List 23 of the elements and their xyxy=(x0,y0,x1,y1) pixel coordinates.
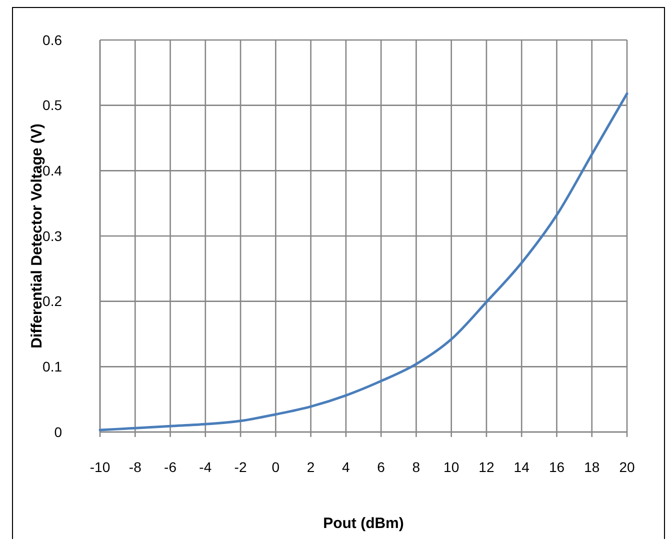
x-tick-label: 16 xyxy=(548,459,565,475)
x-tick-label: 18 xyxy=(584,459,600,475)
x-tick-label: 0 xyxy=(272,459,280,475)
x-tick-label: 8 xyxy=(412,459,420,475)
x-tick-label: 10 xyxy=(444,459,460,475)
y-tick-label: 0.3 xyxy=(42,228,62,244)
y-tick-label: 0.2 xyxy=(42,293,62,310)
y-tick-label: 0.1 xyxy=(42,358,62,375)
x-tick-label: 14 xyxy=(514,459,530,475)
y-tick-label: 0 xyxy=(54,424,62,440)
y-tick-label: 0.6 xyxy=(42,32,62,48)
x-tick-label: 6 xyxy=(377,459,386,475)
x-tick-label: -4 xyxy=(199,459,212,475)
x-tick-label: 12 xyxy=(478,459,494,475)
x-tick-label: 20 xyxy=(619,459,635,475)
y-tick-label: 0.5 xyxy=(42,97,62,114)
x-tick-label: -2 xyxy=(234,459,247,475)
x-axis-title: Pout (dBm) xyxy=(323,515,404,532)
x-tick-label: -6 xyxy=(164,459,177,475)
x-tick-label: -10 xyxy=(90,459,110,475)
x-tick-label: -8 xyxy=(128,459,142,475)
x-tick-label: 4 xyxy=(342,459,350,475)
x-tick-label: 2 xyxy=(306,459,315,475)
